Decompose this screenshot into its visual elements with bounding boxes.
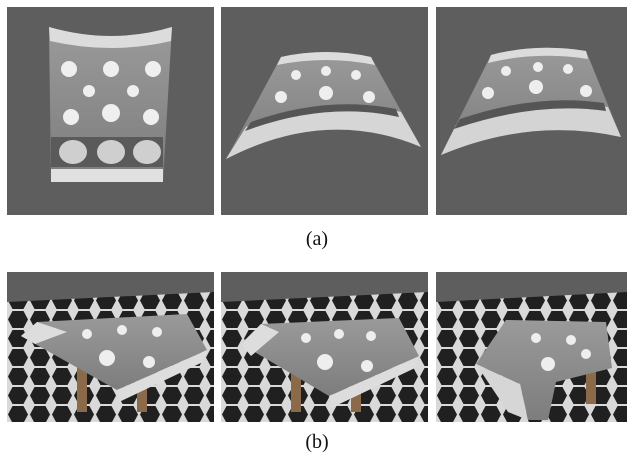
cloth-blown-panel-2 [436, 7, 627, 215]
cloth-blown-image-1 [226, 52, 421, 159]
cloth-table-panel-3 [436, 272, 627, 422]
cloth-table-panel-1 [7, 272, 214, 422]
caption-a: (a) [305, 228, 329, 250]
cloth-blown-panel-1 [221, 7, 428, 215]
cloth-hanging-image [49, 27, 172, 182]
cloth-table-panel-2 [221, 272, 428, 422]
cloth-hanging-panel [7, 7, 214, 215]
cloth-table-image-1 [7, 272, 214, 422]
cloth-blown-image-2 [441, 47, 621, 155]
caption-b: (b) [305, 431, 329, 453]
cloth-table-image-3 [436, 272, 627, 422]
cloth-table-image-2 [221, 272, 428, 422]
